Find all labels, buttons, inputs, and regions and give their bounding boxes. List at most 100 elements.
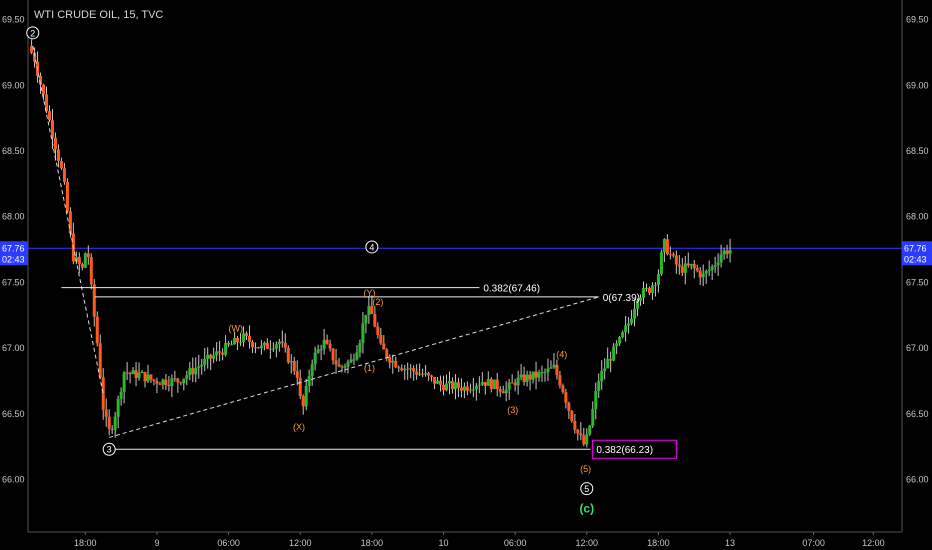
candle-body [107, 416, 111, 429]
trend-line [109, 296, 599, 438]
candle-body [83, 253, 87, 268]
x-tick-label: 13 [725, 538, 735, 548]
candle-body [376, 326, 380, 335]
candle-body [131, 370, 135, 374]
candle-body [585, 434, 589, 445]
candle-body [444, 383, 448, 391]
candle-body [480, 382, 484, 385]
candle-body [453, 382, 457, 390]
candle-body [101, 377, 105, 410]
candle-body [576, 429, 580, 434]
candle-body [364, 314, 368, 324]
candle-body [170, 378, 174, 387]
candle-body [358, 343, 362, 353]
wave-label: (2) [372, 297, 383, 307]
candle-body [519, 374, 523, 378]
candle-body [564, 392, 568, 403]
candle-body [218, 351, 222, 353]
candle-body [450, 380, 454, 390]
candle-body [259, 345, 263, 349]
wave-label: (4) [556, 350, 567, 360]
candle-body [582, 435, 586, 445]
candle-body [630, 318, 634, 324]
candle-body [728, 249, 732, 254]
y-tick-left-label: 67.50 [2, 277, 25, 287]
candle-body [33, 52, 37, 62]
candle-body [86, 253, 90, 258]
candle-body [707, 270, 711, 272]
y-tick-left-label: 68.50 [2, 146, 25, 156]
candle-body [465, 386, 469, 391]
wave-label: (Y) [363, 288, 375, 298]
x-tick-label: 18:00 [361, 538, 384, 548]
candle-body [113, 416, 117, 430]
x-tick-label: 07:00 [802, 538, 825, 548]
candle-body [415, 371, 419, 375]
last-price-left-value: 67.76 [2, 243, 25, 253]
fib-label-box [591, 439, 677, 459]
candle-body [158, 383, 162, 385]
candle-body [430, 375, 434, 377]
candle-body [612, 346, 616, 361]
y-tick-right-label: 67.00 [906, 343, 929, 353]
x-tick-label: 06:00 [217, 538, 240, 548]
candle-body [436, 380, 440, 384]
x-tick-label: 9 [154, 538, 159, 548]
candle-body [191, 368, 195, 375]
candle-body [644, 287, 648, 289]
candle-body [352, 359, 356, 361]
candle-body [483, 382, 487, 386]
candle-body [558, 375, 562, 386]
candle-body [39, 75, 43, 85]
candle-body [471, 389, 475, 391]
candle-body [677, 264, 681, 267]
candle-body [588, 425, 592, 435]
x-tick-label: 10 [439, 538, 449, 548]
candle-body [77, 257, 81, 265]
candle-body [683, 263, 687, 273]
candle-body [119, 391, 123, 399]
candle-body [265, 342, 269, 349]
candle-body [289, 361, 293, 363]
candle-body [528, 374, 532, 380]
candle-body [507, 382, 511, 390]
y-tick-left-label: 69.50 [2, 15, 25, 25]
wave-label-circle [102, 442, 116, 456]
candle-body [722, 250, 726, 255]
y-tick-right-label: 68.00 [906, 212, 929, 222]
candle-body [194, 368, 198, 375]
candle-body [319, 349, 323, 351]
candle-body [233, 338, 237, 345]
candle-body [47, 111, 51, 121]
candle-body [134, 370, 138, 379]
candle-body [185, 375, 189, 379]
x-tick-label: 18:00 [74, 538, 97, 548]
wave-label-circle [365, 240, 379, 254]
candle-body [552, 364, 556, 368]
wave-label: 3 [107, 445, 112, 455]
candle-body [394, 360, 398, 368]
candle-body [633, 308, 637, 319]
candle-body [236, 338, 240, 343]
y-tick-right-label: 69.00 [906, 80, 929, 90]
candle-body [283, 342, 287, 348]
candle-body [522, 374, 526, 383]
wave-label: (c) [579, 501, 594, 515]
candle-body [686, 263, 690, 266]
candle-body [525, 374, 529, 383]
candle-body [403, 368, 407, 371]
candle-body [149, 374, 153, 380]
candle-body [155, 381, 159, 384]
candle-body [271, 348, 275, 350]
candle-body [385, 349, 389, 358]
candle-body [361, 323, 365, 344]
candle-body [331, 348, 335, 361]
candle-body [501, 391, 505, 394]
candle-body [400, 368, 404, 371]
chart-title: WTI CRUDE OIL, 15, TVC [34, 9, 164, 21]
candle-body [230, 344, 234, 346]
candle-body [540, 372, 544, 374]
candle-body [301, 395, 305, 407]
candle-body [268, 348, 272, 350]
